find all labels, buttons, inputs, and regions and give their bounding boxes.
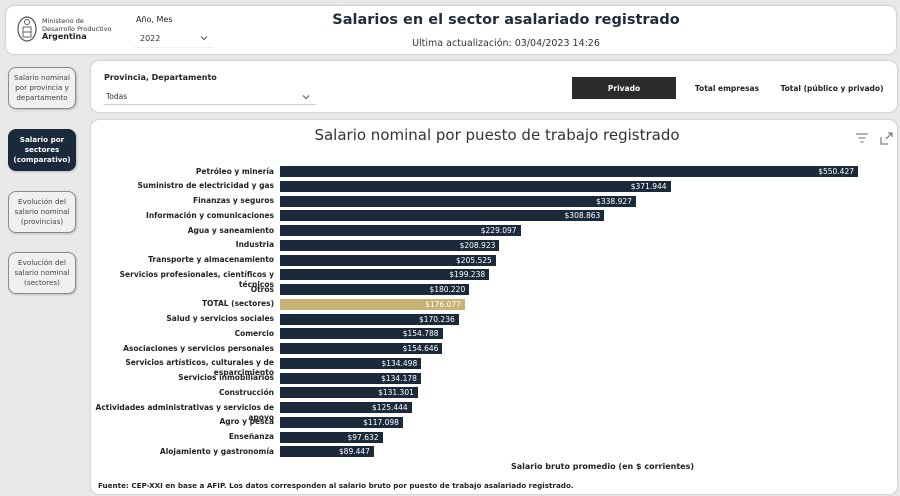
nav-salary-by-sector[interactable]: Salario por sectores (comparativo) (8, 129, 76, 171)
category-label: TOTAL (sectores) (201, 299, 274, 309)
category-label: Enseñanza (228, 432, 274, 442)
bar-value-label: $134.498 (381, 358, 418, 368)
bar[interactable]: $97.632 (280, 431, 383, 443)
bar[interactable]: $180.220 (280, 284, 470, 296)
bar[interactable]: $170.236 (280, 313, 459, 325)
bar-value-label: $338.927 (596, 196, 632, 206)
bar-value-label: $89.447 (338, 447, 370, 457)
chevron-down-icon (200, 36, 208, 41)
source-note: Fuente: CEP-XXI en base a AFIP. Los dato… (98, 481, 574, 490)
department-value: Todas (106, 92, 128, 101)
bar-value-label: $154.788 (402, 329, 439, 339)
bar-value-label: $176.077 (425, 299, 461, 309)
category-label: Industria (235, 240, 274, 250)
category-label: Construcción (218, 387, 274, 397)
bar[interactable]: $89.447 (280, 446, 374, 458)
bar-value-label: $308.863 (564, 211, 601, 221)
logo-line-2: Desarrollo Productivo (42, 24, 112, 33)
department-label: Provincia, Departamento (104, 73, 217, 82)
bar[interactable]: $131.301 (280, 387, 418, 399)
ministry-logo: Ministerio de Desarrollo Productivo Arge… (16, 15, 116, 47)
category-label: Servicios profesionales, científicos y t… (119, 269, 274, 289)
bar-value-label: $170.236 (418, 314, 455, 324)
department-dropdown[interactable]: Todas (104, 89, 316, 105)
filter-icon[interactable] (855, 132, 869, 144)
logo-line-1: Ministerio de (42, 17, 84, 25)
bar-value-label: $199.238 (449, 270, 486, 280)
nav-salary-by-province[interactable]: Salario nominal por provincia y departam… (8, 67, 76, 109)
category-label: Servicios artísticos, culturales y de es… (125, 358, 274, 378)
bar[interactable]: $154.646 (280, 343, 443, 355)
category-label: Asociaciones y servicios personales (123, 343, 274, 353)
bar[interactable]: $134.178 (280, 372, 421, 384)
expand-icon[interactable] (880, 132, 893, 145)
filter-panel: Provincia, Departamento Todas Privado To… (91, 61, 897, 112)
bar[interactable]: $550.427 (280, 166, 858, 177)
period-value: 2022 (140, 34, 161, 43)
bar[interactable]: $371.944 (280, 180, 671, 192)
category-label: Agro y pesca (219, 417, 274, 427)
bar[interactable]: $205.525 (280, 254, 496, 266)
category-label: Otros (250, 284, 274, 294)
category-label: Comercio (234, 328, 274, 338)
bar[interactable]: $338.927 (280, 195, 636, 207)
period-label: Año, Mes (136, 15, 173, 24)
bar[interactable]: $229.097 (280, 225, 521, 237)
chart-title: Salario nominal por puesto de trabajo re… (314, 126, 680, 144)
bar-value-label: $550.427 (818, 167, 854, 176)
bar-value-label: $134.178 (381, 373, 417, 383)
category-label: Salud y servicios sociales (166, 314, 274, 324)
x-axis-label: Salario bruto promedio (en $ corrientes) (511, 462, 694, 471)
nav-evolution-provinces[interactable]: Evolución del salario nominal (provincia… (8, 191, 76, 233)
category-label: Agua y saneamiento (187, 225, 274, 235)
ministry-name: Ministerio de Desarrollo Productivo Arge… (42, 17, 112, 41)
bar-value-label: $205.525 (456, 255, 492, 265)
bar[interactable]: $208.923 (280, 239, 500, 251)
bar[interactable]: $176.077 (280, 298, 465, 310)
category-label: Información y comunicaciones (146, 210, 274, 220)
period-dropdown[interactable]: 2022 (134, 30, 214, 48)
bar-value-label: $97.632 (347, 432, 379, 442)
category-label: Petróleo y minería (195, 166, 274, 176)
segment-privado[interactable]: Privado (572, 77, 676, 99)
header-panel: Ministerio de Desarrollo Productivo Arge… (6, 6, 896, 54)
nav-evolution-sectors[interactable]: Evolución del salario nominal (sectores) (8, 252, 76, 294)
category-label: Finanzas y seguros (192, 196, 274, 206)
bar-value-label: $208.923 (459, 240, 496, 250)
segment-total-publico-privado[interactable]: Total (público y privado) (780, 83, 884, 93)
bar-value-label: $371.944 (630, 181, 667, 191)
category-label: Alojamiento y gastronomía (159, 446, 274, 456)
category-label: Suministro de electricidad y gas (137, 181, 274, 191)
last-updated: Ultima actualización: 03/04/2023 14:26 (412, 38, 600, 49)
logo-country: Argentina (42, 32, 87, 41)
bar[interactable]: $199.238 (280, 269, 490, 281)
bar[interactable]: $117.098 (280, 416, 403, 428)
bar-value-label: $180.220 (429, 285, 466, 295)
bar[interactable]: $125.444 (280, 402, 412, 414)
argentina-seal-icon (17, 16, 37, 42)
chevron-down-icon (302, 95, 310, 100)
category-label: Transporte y almacenamiento (148, 255, 274, 265)
bar[interactable]: $308.863 (280, 210, 605, 222)
segment-total-empresas[interactable]: Total empresas (694, 83, 760, 93)
chart-panel: Salario nominal por puesto de trabajo re… (91, 120, 897, 494)
bar-value-label: $131.301 (378, 388, 414, 398)
category-label: Actividades administrativas y servicios … (95, 402, 274, 422)
bar-value-label: $125.444 (371, 403, 408, 413)
bar-value-label: $154.646 (402, 344, 439, 354)
bar-value-label: $229.097 (480, 226, 517, 236)
bar[interactable]: $134.498 (280, 357, 422, 369)
bar[interactable]: $154.788 (280, 328, 443, 340)
category-label: Servicios inmobiliarios (178, 373, 274, 383)
page-title: Salarios en el sector asalariado registr… (332, 12, 680, 28)
bar-value-label: $117.098 (363, 417, 399, 427)
